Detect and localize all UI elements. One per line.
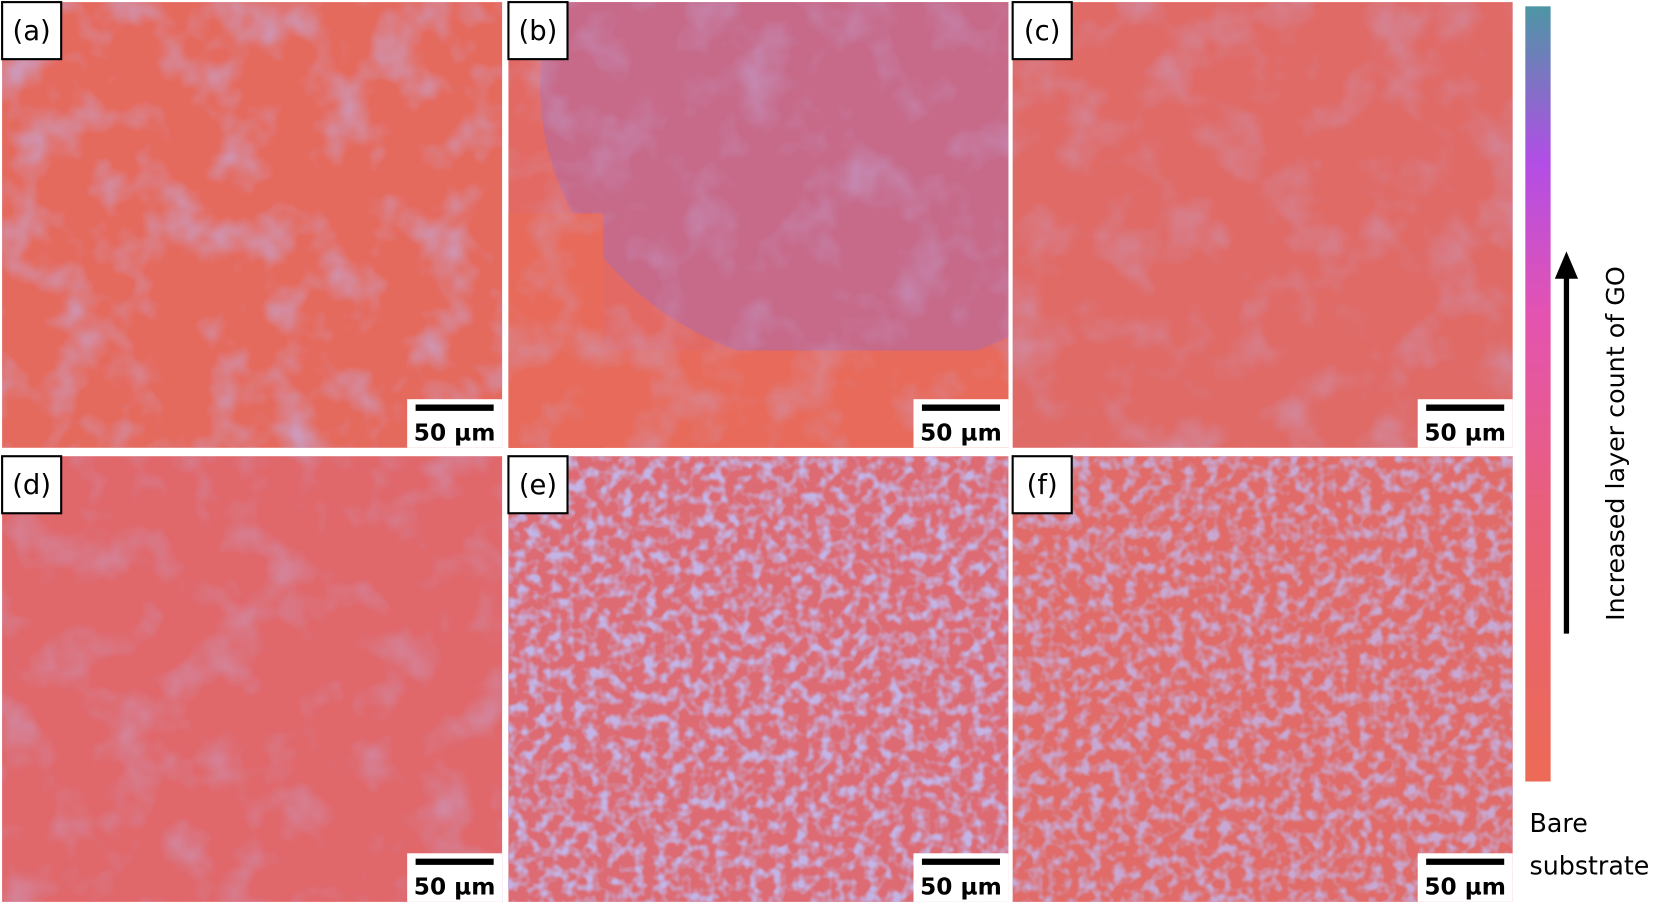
- label-box: [1, 455, 63, 515]
- panel-label: (a): [13, 16, 51, 47]
- texture: [1012, 456, 1513, 902]
- scale-label: 50 µm: [414, 873, 496, 900]
- scale-label: 50 µm: [920, 873, 1002, 900]
- texture: [508, 2, 1009, 448]
- label-box: [1011, 455, 1073, 515]
- texture: [2, 456, 503, 902]
- panel-label: (e): [519, 470, 557, 501]
- panel-label: (f): [1027, 470, 1058, 501]
- bottom-label: Bare: [1530, 808, 1588, 838]
- scale-label: 50 µm: [414, 419, 496, 446]
- panel-label: (b): [519, 16, 558, 47]
- arrow-head: [1554, 251, 1579, 279]
- texture: [1012, 2, 1513, 448]
- scale-label: 50 µm: [920, 419, 1002, 446]
- panel-label: (d): [12, 470, 51, 501]
- scale-label: 50 µm: [1424, 873, 1506, 900]
- bottom-label: substrate: [1530, 850, 1650, 880]
- label-box: [1, 1, 63, 61]
- texture: [508, 456, 1009, 902]
- scale-label: 50 µm: [1424, 419, 1506, 446]
- colorbar-label: Increased layer count of GO: [1600, 266, 1630, 621]
- label-box: [507, 455, 569, 515]
- panel-label: (c): [1024, 16, 1060, 47]
- colorbar: [1525, 6, 1551, 782]
- label-box: [507, 1, 569, 61]
- panels: (a) 50 µm (b) 50 µm (c) 50 µm (d) 50 µm (e) 50 µm…: [1, 1, 1513, 902]
- texture: [2, 2, 503, 448]
- label-box: [1011, 1, 1073, 61]
